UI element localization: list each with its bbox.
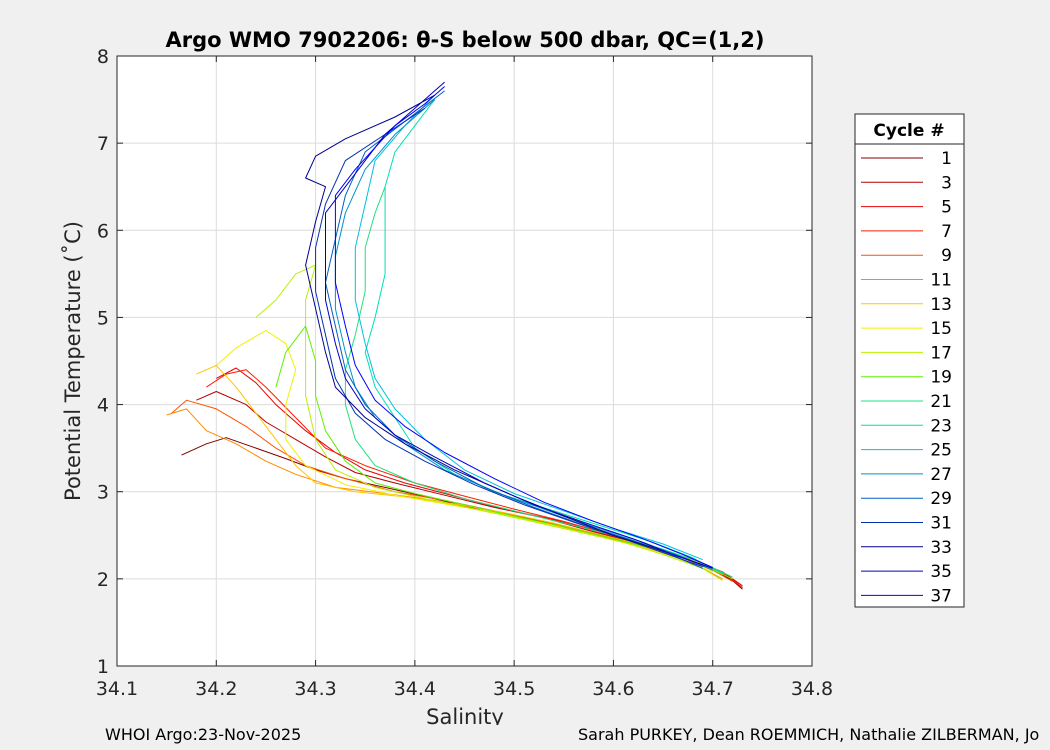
legend-label: 15 — [930, 319, 952, 339]
legend-label: 1 — [941, 149, 952, 169]
y-tick-label: 7 — [97, 133, 109, 155]
legend-label: 5 — [941, 198, 952, 218]
legend-label: 7 — [941, 222, 952, 242]
x-tick-label: 34.8 — [791, 678, 833, 700]
series-line-cycle-19 — [275, 325, 733, 580]
legend-label: 3 — [941, 173, 952, 193]
series-line-cycle-31 — [315, 107, 703, 568]
y-tick-label: 8 — [97, 46, 109, 68]
footer-authors: Sarah PURKEY, Dean ROEMMICH, Nathalie ZI… — [578, 725, 1040, 744]
plot-frame — [116, 55, 813, 667]
y-tick-label: 5 — [97, 307, 109, 329]
y-tick-label: 1 — [97, 656, 109, 678]
x-tick-label: 34.5 — [493, 678, 535, 700]
legend-label: 35 — [930, 562, 952, 582]
series-line-cycle-13 — [196, 364, 723, 575]
legend-label: 31 — [930, 514, 952, 534]
series-lines — [166, 81, 743, 590]
legend: Cycle # 13579111315171921232527293133353… — [854, 113, 965, 608]
x-axis-label: Salinity — [426, 705, 504, 725]
legend-label: 25 — [930, 441, 952, 461]
legend-label: 9 — [941, 246, 952, 266]
legend-label: 21 — [930, 392, 952, 412]
x-axis-ticks: 34.1 34.2 34.3 34.4 34.5 34.6 34.7 34.8 — [96, 56, 833, 700]
series-line-cycle-35 — [325, 81, 713, 569]
series-line-cycle-23 — [364, 99, 723, 575]
series-line-cycle-17 — [255, 264, 723, 582]
y-tick-label: 2 — [97, 569, 109, 591]
y-axis-label: Potential Temperature (˚C) — [61, 221, 85, 501]
legend-label: 23 — [930, 416, 952, 436]
series-line-cycle-33 — [305, 94, 703, 566]
legend-label: 33 — [930, 538, 952, 558]
legend-box — [854, 113, 965, 608]
footer-credit: WHOI Argo:23-Nov-2025 — [105, 725, 302, 744]
series-line-cycle-37 — [334, 86, 713, 568]
legend-label: 29 — [930, 489, 952, 509]
x-tick-label: 34.1 — [96, 678, 138, 700]
x-tick-label: 34.4 — [394, 678, 436, 700]
x-tick-label: 34.7 — [692, 678, 734, 700]
legend-label: 27 — [930, 465, 952, 485]
y-tick-label: 4 — [97, 395, 109, 417]
legend-label: 17 — [930, 343, 952, 363]
legend-label: 37 — [930, 586, 952, 606]
chart-title: Argo WMO 7902206: θ-S below 500 dbar, QC… — [166, 28, 765, 52]
legend-title: Cycle # — [873, 121, 944, 141]
x-tick-label: 34.3 — [294, 678, 336, 700]
x-tick-label: 34.2 — [195, 678, 237, 700]
chart-figure: Argo WMO 7902206: θ-S below 500 dbar, QC… — [61, 28, 965, 725]
y-tick-label: 3 — [97, 482, 109, 504]
x-tick-label: 34.6 — [592, 678, 634, 700]
y-axis-ticks: 1 2 3 4 5 6 7 8 — [97, 46, 812, 678]
legend-label: 13 — [930, 295, 952, 315]
legend-label: 11 — [930, 271, 952, 291]
y-tick-label: 6 — [97, 220, 109, 242]
legend-label: 19 — [930, 368, 952, 388]
